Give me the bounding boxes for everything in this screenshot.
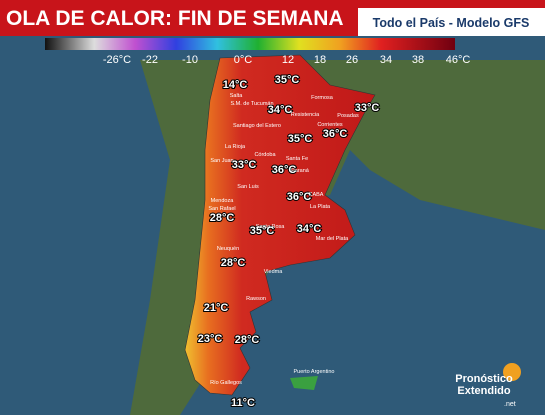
temperature-label: 35°C: [288, 133, 313, 145]
scale-label: -22: [142, 54, 158, 66]
temperature-label: 34°C: [297, 223, 322, 235]
city-label: San Rafael: [208, 206, 235, 212]
scale-label: 18: [314, 54, 326, 66]
temperature-label: 28°C: [210, 212, 235, 224]
scale-label: 46°C: [446, 54, 471, 66]
city-label: Neuquén: [217, 246, 239, 252]
city-label: Corrientes: [317, 122, 343, 128]
logo-line1: Pronóstico: [455, 373, 513, 385]
scale-label: 12: [282, 54, 294, 66]
city-label: La Rioja: [225, 144, 246, 150]
title: OLA DE CALOR: FIN DE SEMANA: [6, 7, 344, 30]
temperature-label: 28°C: [221, 257, 246, 269]
color-scale: [45, 38, 455, 50]
temperature-label: 28°C: [235, 334, 260, 346]
temperature-label: 11°C: [231, 397, 255, 409]
temperature-label: 33°C: [232, 159, 257, 171]
city-label: Santa Fe: [286, 156, 308, 162]
city-label: Salta: [230, 93, 243, 99]
city-label: La Plata: [310, 204, 331, 210]
temperature-label: 21°C: [204, 302, 229, 314]
logo-line2: Extendido: [457, 385, 510, 397]
city-label: Puerto Argentino: [294, 369, 335, 375]
city-label: Resistencia: [291, 112, 320, 118]
city-label: CABA: [309, 192, 324, 198]
temperature-label: 35°C: [250, 225, 275, 237]
city-label: Santiago del Estero: [233, 123, 281, 129]
scale-label: 34: [380, 54, 392, 66]
scale-label: 0°C: [234, 54, 253, 66]
city-label: Río Gallegos: [210, 380, 242, 386]
city-label: Córdoba: [254, 152, 276, 158]
city-label: Viedma: [264, 269, 283, 275]
city-label: Santa Rosa: [256, 224, 286, 230]
scale-label: 26: [346, 54, 358, 66]
temperature-label: 34°C: [268, 104, 293, 116]
temperature-label: 35°C: [275, 74, 300, 86]
temperature-label: 36°C: [287, 191, 312, 203]
subtitle-box: [358, 8, 545, 36]
logo-suffix: .net: [504, 401, 516, 408]
scale-label: -10: [182, 54, 198, 66]
temperature-label: 14°C: [223, 79, 248, 91]
logo-sun: [503, 363, 521, 381]
city-label: San Juan: [210, 158, 233, 164]
subtitle: Todo el País - Modelo GFS: [373, 16, 530, 30]
city-label: S.M. de Tucumán: [230, 101, 273, 107]
city-label: Formosa: [311, 95, 334, 101]
temperature-label: 23°C: [198, 333, 223, 345]
scale-label: -26°C: [103, 54, 131, 66]
malvinas: [290, 376, 318, 390]
city-label: Posadas: [337, 113, 359, 119]
temperature-label: 33°C: [355, 102, 380, 114]
city-label: San Luis: [237, 184, 259, 190]
city-label: Paraná: [291, 168, 310, 174]
temperature-label: 36°C: [323, 128, 348, 140]
city-label: Rawson: [246, 296, 266, 302]
city-label: Mar del Plata: [316, 236, 349, 242]
scale-label: 38: [412, 54, 424, 66]
argentina-heat: [184, 54, 376, 396]
temperature-label: 36°C: [272, 164, 297, 176]
city-label: Mendoza: [211, 198, 235, 204]
